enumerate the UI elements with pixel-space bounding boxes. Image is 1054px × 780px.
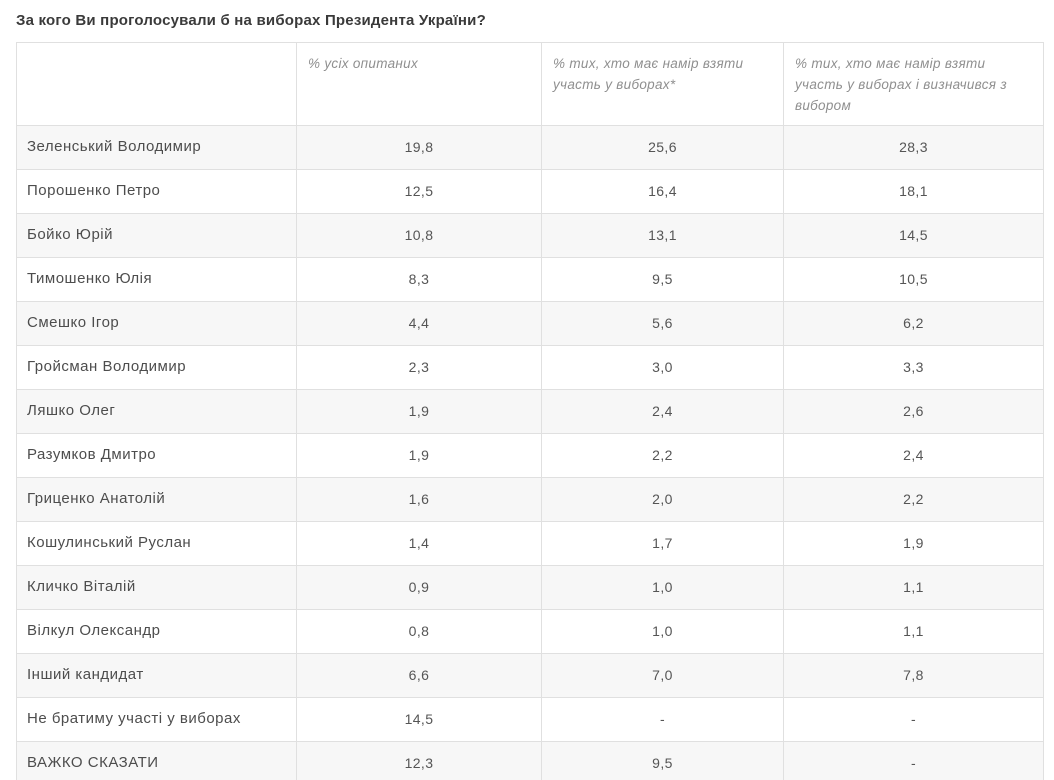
column-header-candidate (16, 42, 297, 126)
candidate-name-cell: Зеленський Володимир (16, 124, 297, 170)
value-cell: - (541, 696, 784, 742)
candidate-name-cell: Разумков Дмитро (16, 432, 297, 478)
value-cell: - (783, 740, 1044, 780)
value-cell: 1,0 (541, 564, 784, 610)
candidate-name-cell: Вілкул Олександр (16, 608, 297, 654)
value-cell: 1,1 (783, 608, 1044, 654)
value-cell: 1,9 (783, 520, 1044, 566)
value-cell: 18,1 (783, 168, 1044, 214)
value-cell: 0,8 (296, 608, 542, 654)
table-row: Порошенко Петро 12,5 16,4 18,1 (16, 168, 1044, 214)
value-cell: 1,7 (541, 520, 784, 566)
value-cell: 8,3 (296, 256, 542, 302)
value-cell: 5,6 (541, 300, 784, 346)
value-cell: 2,4 (783, 432, 1044, 478)
value-cell: 1,9 (296, 432, 542, 478)
table-row: Смешко Ігор 4,4 5,6 6,2 (16, 300, 1044, 346)
value-cell: 7,0 (541, 652, 784, 698)
table-row: Зеленський Володимир 19,8 25,6 28,3 (16, 124, 1044, 170)
table-body: Зеленський Володимир 19,8 25,6 28,3 Порошенк… (16, 124, 1044, 780)
page-title: За кого Ви проголосували б на виборах Пр… (16, 12, 486, 29)
value-cell: 1,9 (296, 388, 542, 434)
table-row: Бойко Юрій 10,8 13,1 14,5 (16, 212, 1044, 258)
header-row: % усіх опитаних % тих, хто має намір взя… (16, 42, 1044, 126)
table-row: Гройсман Володимир 2,3 3,0 3,3 (16, 344, 1044, 390)
value-cell: 2,0 (541, 476, 784, 522)
value-cell: 12,5 (296, 168, 542, 214)
value-cell: 14,5 (296, 696, 542, 742)
value-cell: 2,6 (783, 388, 1044, 434)
value-cell: 1,1 (783, 564, 1044, 610)
value-cell: 4,4 (296, 300, 542, 346)
table-row: Гриценко Анатолій 1,6 2,0 2,2 (16, 476, 1044, 522)
value-cell: 3,3 (783, 344, 1044, 390)
value-cell: 12,3 (296, 740, 542, 780)
value-cell: 25,6 (541, 124, 784, 170)
column-header-all-respondents: % усіх опитаних (296, 42, 542, 126)
table-row: Тимошенко Юлія 8,3 9,5 10,5 (16, 256, 1044, 302)
value-cell: - (783, 696, 1044, 742)
value-cell: 1,6 (296, 476, 542, 522)
candidate-name-cell: Інший кандидат (16, 652, 297, 698)
value-cell: 2,3 (296, 344, 542, 390)
candidate-name-cell: Не братиму участі у виборах (16, 696, 297, 742)
candidate-name-cell: Смешко Ігор (16, 300, 297, 346)
value-cell: 9,5 (541, 256, 784, 302)
table-row: Кличко Віталій 0,9 1,0 1,1 (16, 564, 1044, 610)
value-cell: 9,5 (541, 740, 784, 780)
value-cell: 2,2 (783, 476, 1044, 522)
table-row: Не братиму участі у виборах 14,5- - (16, 696, 1044, 742)
column-header-intend-to-vote: % тих, хто має намір взяти участь у вибо… (541, 42, 784, 126)
value-cell: 2,2 (541, 432, 784, 478)
value-cell: 7,8 (783, 652, 1044, 698)
value-cell: 0,9 (296, 564, 542, 610)
candidate-name-cell: Бойко Юрій (16, 212, 297, 258)
value-cell: 6,2 (783, 300, 1044, 346)
candidate-name-cell: Кличко Віталій (16, 564, 297, 610)
table-row: Інший кандидат 6,6 7,0 7,8 (16, 652, 1044, 698)
table-row: Ляшко Олег 1,9 2,4 2,6 (16, 388, 1044, 434)
table-row: Вілкул Олександр 0,8 1,0 1,1 (16, 608, 1044, 654)
table-row: Кошулинський Руслан 1,4 1,7 1,9 (16, 520, 1044, 566)
value-cell: 19,8 (296, 124, 542, 170)
value-cell: 1,0 (541, 608, 784, 654)
value-cell: 16,4 (541, 168, 784, 214)
candidate-name-cell: Порошенко Петро (16, 168, 297, 214)
poll-results-table: % усіх опитаних % тих, хто має намір взя… (16, 42, 1044, 780)
value-cell: 1,4 (296, 520, 542, 566)
value-cell: 3,0 (541, 344, 784, 390)
candidate-name-cell: Гриценко Анатолій (16, 476, 297, 522)
column-header-intend-and-decided: % тих, хто має намір взяти участь у вибо… (783, 42, 1044, 126)
candidate-name-cell: ВАЖКО СКАЗАТИ (16, 740, 297, 780)
value-cell: 10,5 (783, 256, 1044, 302)
value-cell: 28,3 (783, 124, 1044, 170)
candidate-name-cell: Кошулинський Руслан (16, 520, 297, 566)
candidate-name-cell: Ляшко Олег (16, 388, 297, 434)
candidate-name-cell: Тимошенко Юлія (16, 256, 297, 302)
value-cell: 6,6 (296, 652, 542, 698)
table-row: Разумков Дмитро 1,9 2,2 2,4 (16, 432, 1044, 478)
value-cell: 14,5 (783, 212, 1044, 258)
table-row: ВАЖКО СКАЗАТИ 12,3 9,5- (16, 740, 1044, 780)
value-cell: 13,1 (541, 212, 784, 258)
value-cell: 2,4 (541, 388, 784, 434)
value-cell: 10,8 (296, 212, 542, 258)
table-header: % усіх опитаних % тих, хто має намір взя… (16, 42, 1044, 126)
candidate-name-cell: Гройсман Володимир (16, 344, 297, 390)
